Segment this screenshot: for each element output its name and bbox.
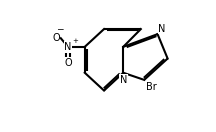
Text: O: O bbox=[52, 33, 60, 43]
Text: +: + bbox=[72, 38, 78, 44]
Text: −: − bbox=[56, 25, 64, 34]
Text: N: N bbox=[120, 75, 127, 85]
Text: N: N bbox=[158, 24, 166, 34]
Text: O: O bbox=[64, 58, 72, 67]
Text: N: N bbox=[64, 42, 72, 52]
Text: Br: Br bbox=[146, 82, 157, 92]
